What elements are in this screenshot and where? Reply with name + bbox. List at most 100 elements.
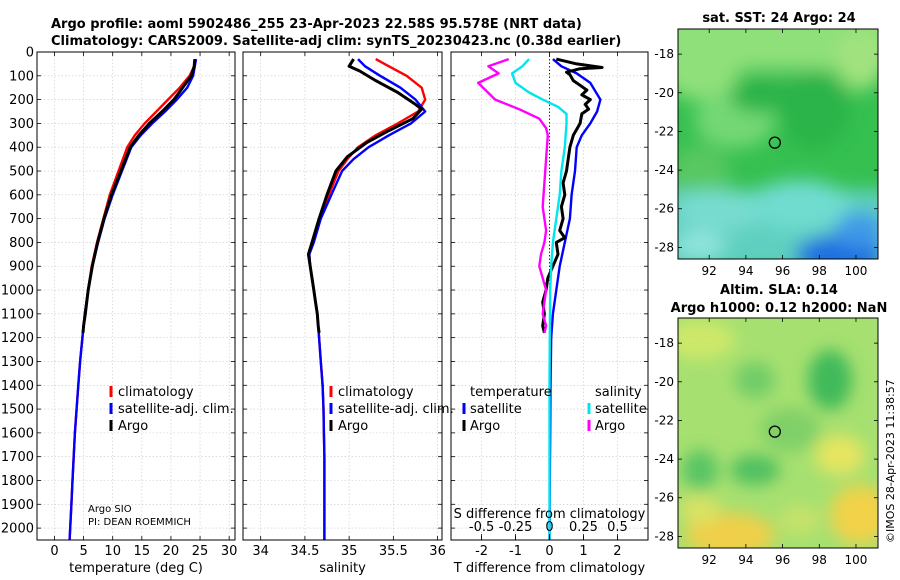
salinity-legend: climatology satellite-adj. clim. Argo [329,385,454,434]
map-x-tick-label: 96 [775,264,790,278]
map-y-tick-label: -20 [654,86,674,100]
legend-label-t-argo: Argo [470,419,500,434]
x-tick-label: 35 [341,544,358,559]
x-tick-label: 35.5 [379,544,408,559]
map-y-tick-label: -18 [654,336,674,350]
y-tick-label: 900 [9,260,34,275]
y-tick-label: 500 [9,165,34,180]
map-x-tick-label: 96 [775,553,790,567]
series-line-argo [306,58,424,334]
y-tick-label: 400 [9,141,34,156]
y-tick-label: 0 [26,46,34,61]
x-tick-label: 25 [192,544,209,559]
credit-line-2: PI: DEAN ROEMMICH [88,517,191,528]
sst-argo-location-marker [768,136,781,149]
y-tick-label: 1100 [1,307,34,322]
y-tick-label: 700 [9,212,34,227]
map-y-tick-label: -18 [654,47,674,61]
legend-label-climatology: climatology [338,385,414,400]
y-tick-label: 1600 [1,426,34,441]
header-line-1: Argo profile: aoml 5902486_255 23-Apr-20… [51,17,582,32]
timestamp-stamp: ©IMOS 28-Apr-2023 11:38:57 [884,379,897,543]
x-tick-label: 36 [429,544,446,559]
legend-title-salinity: salinity [595,385,642,400]
sla-map-axes: 92 94 96 98 100 -18 -20 -22 -24 -26 -28 [654,318,878,567]
salinity-panel: 34 34.5 35 35.5 36 salinity [242,51,446,576]
y-tick-label: 1800 [1,474,34,489]
legend-label-argo: Argo [338,419,368,434]
series-line-satellite-adj-clim- [308,58,427,540]
temperature-panel: 0100200300400500600700800900100011001200… [1,46,238,577]
x-tick-label: 34 [252,544,269,559]
credit-line-1: Argo SIO [88,504,132,515]
legend-title-temperature: temperature [470,385,552,400]
map-y-tick-label: -26 [654,491,674,505]
x-tick-label: -2 [475,544,488,559]
x-tick-label: 0 [545,544,553,559]
map-x-tick-label: 94 [738,553,753,567]
y-tick-label: 800 [9,236,34,251]
map-y-tick-label: -20 [654,375,674,389]
map-y-tick-label: -26 [654,202,674,216]
sst-map-frame [677,28,879,260]
x-tick-label: 10 [104,544,121,559]
s-tick-label: -0.5 [469,520,494,535]
y-tick-label: 100 [9,69,34,84]
s-tick-label: 0.5 [607,520,628,535]
difference-legend-salinity: salinity satellite Argo [587,385,647,434]
y-tick-label: 1300 [1,355,34,370]
map-y-tick-label: -24 [654,163,674,177]
x-axis-label: T difference from climatology [453,561,646,576]
sla-map-image [678,318,878,548]
y-tick-label: 200 [9,93,34,108]
x-tick-label: 0 [50,544,58,559]
series-line-climatology [308,58,427,540]
map-x-tick-label: 100 [845,264,868,278]
sla-argo-location-marker [768,425,781,438]
series-line-satellite-adj-clim- [68,58,198,541]
map-y-tick-label: -22 [654,124,674,138]
plot-frame [242,51,443,541]
sst-map-axes: 92 94 96 98 100 -18 -20 -22 -24 -26 -28 [654,29,878,278]
series-line-s-satellite [510,58,568,540]
x-tick-label: 1 [579,544,587,559]
s-tick-label: -0.25 [499,520,533,535]
legend-label-satellite: satellite-adj. clim. [118,402,234,417]
y-tick-label: 1900 [1,498,34,513]
y-tick-label: 1700 [1,450,34,465]
x-tick-label: 34.5 [290,544,319,559]
legend-label-satellite: satellite-adj. clim. [338,402,454,417]
x-tick-label: 30 [221,544,238,559]
temperature-legend: climatology satellite-adj. clim. Argo [109,385,234,434]
map-x-tick-label: 98 [812,553,827,567]
legend-label-climatology: climatology [118,385,194,400]
map-x-tick-label: 92 [702,553,717,567]
map-y-tick-label: -28 [654,240,674,254]
x-tick-label: 15 [134,544,151,559]
map-x-tick-label: 98 [812,264,827,278]
s-tick-label: 0 [545,520,553,535]
sst-map-title: sat. SST: 24 Argo: 24 [702,11,855,26]
header-line-2: Climatology: CARS2009. Satellite-adj cli… [51,34,621,49]
y-tick-label: 1000 [1,284,34,299]
map-x-tick-label: 100 [845,553,868,567]
x-tick-label: 2 [613,544,621,559]
s-tick-label: 0.25 [569,520,598,535]
map-y-tick-label: -24 [654,452,674,466]
legend-label-s-argo: Argo [595,419,625,434]
sst-map-image [678,29,878,259]
legend-label-t-satellite: satellite [470,402,522,417]
series-line-argo [81,58,197,334]
sla-map-frame [677,317,879,549]
y-tick-label: 1500 [1,403,34,418]
y-tick-label: 600 [9,188,34,203]
legend-label-s-satellite: satellite [595,402,647,417]
map-y-tick-label: -22 [654,413,674,427]
sla-map-subtitle: Argo h1000: 0.12 h2000: NaN [671,301,888,316]
x-tick-label: -1 [509,544,522,559]
legend-label-argo: Argo [118,419,148,434]
map-y-tick-label: -28 [654,529,674,543]
series-line-s-argo [477,57,549,334]
y-tick-label: 2000 [1,522,34,537]
